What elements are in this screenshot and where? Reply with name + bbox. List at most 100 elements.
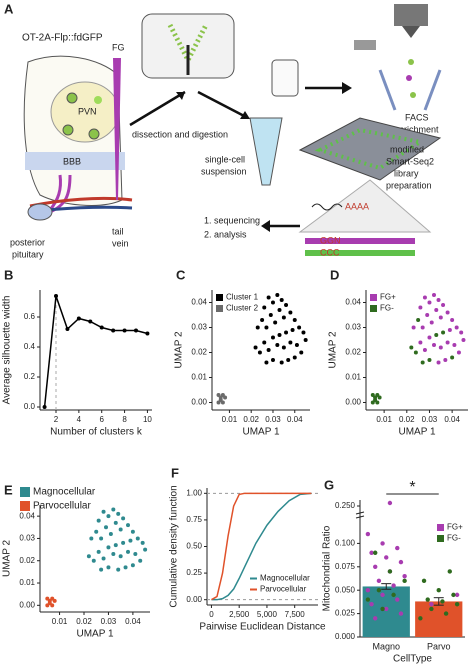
suspension-label: suspension [201, 166, 247, 176]
y-tick-label: 0.6 [24, 312, 36, 321]
point [135, 536, 140, 541]
pituitary [27, 203, 53, 221]
point [387, 569, 393, 574]
point [436, 588, 441, 593]
point [365, 588, 371, 593]
point [288, 340, 293, 345]
y-tick-label: 0.00 [19, 600, 35, 609]
point [395, 545, 400, 551]
point [99, 536, 104, 541]
point [111, 328, 116, 333]
axis-break [355, 511, 365, 515]
point [118, 527, 123, 532]
point [108, 531, 113, 536]
step-label: 1. sequencing [204, 215, 260, 225]
point [445, 340, 450, 345]
cell [62, 124, 74, 136]
point [266, 348, 271, 352]
point [432, 293, 436, 297]
point [126, 523, 130, 528]
deflector [378, 69, 397, 111]
x-tick-label: 2,500 [229, 610, 250, 619]
point [111, 507, 116, 512]
point [441, 303, 446, 307]
point [443, 611, 449, 616]
point [375, 400, 380, 405]
point [99, 325, 104, 330]
vein-label: tail [112, 226, 124, 236]
point [398, 611, 404, 616]
x-tick-label: 10 [143, 415, 152, 424]
polya-label: AAAA [345, 201, 369, 211]
y-axis-label: UMAP 2 [328, 331, 339, 368]
point [277, 308, 282, 312]
point [106, 514, 111, 519]
library-label: Smart-Seq2 [386, 156, 434, 166]
library-label: modified [390, 144, 424, 154]
y-tick-label: 0.00 [191, 398, 207, 407]
y-axis-label: UMAP 2 [174, 331, 185, 368]
point [99, 567, 104, 572]
y-tick-label: 0.03 [191, 323, 207, 332]
y-tick-label: 0.50 [186, 542, 202, 551]
x-tick-label: Magno [372, 641, 400, 651]
point [288, 310, 293, 315]
y-tick-label: 0.01 [19, 578, 35, 587]
point [411, 325, 416, 330]
point [130, 563, 135, 568]
step-label: 2. analysis [204, 229, 247, 239]
point [121, 516, 126, 521]
panel-letter: C [176, 267, 186, 282]
point [113, 520, 118, 525]
point [260, 318, 265, 322]
point [443, 358, 448, 362]
point [292, 355, 297, 360]
x-tick-label: 0.02 [399, 415, 415, 424]
y-tick-label: 0.075 [335, 562, 356, 571]
point [86, 554, 91, 559]
point [286, 358, 291, 362]
y-axis-label: Mitochondrial Ratio [322, 525, 333, 611]
ccc-label: CCC [320, 247, 340, 257]
x-tick-label: 0.03 [422, 415, 438, 424]
x-tick-label: 7,500 [285, 610, 306, 619]
fg-pipette [113, 58, 121, 200]
slice-cells [167, 23, 209, 66]
legend-label: Cluster 2 [226, 304, 259, 313]
x-tick-label: 0.01 [222, 415, 238, 424]
point [416, 318, 421, 322]
y-tick-label: 0.03 [19, 534, 35, 543]
point [451, 592, 456, 598]
point [299, 350, 304, 355]
x-tick-label: 6 [99, 415, 104, 424]
point [281, 315, 286, 320]
point [450, 318, 455, 322]
point [369, 550, 374, 555]
legend-swatch [20, 501, 30, 511]
point [452, 343, 457, 347]
library-label: library [394, 168, 419, 178]
point [270, 358, 275, 362]
zoom-region [298, 179, 432, 233]
x-tick-label: 0.04 [287, 415, 303, 424]
y-tick-label: 0.25 [186, 568, 202, 577]
line [43, 295, 148, 408]
point [301, 330, 306, 335]
point [409, 345, 414, 350]
point [369, 602, 374, 607]
point [143, 547, 148, 552]
point [52, 598, 57, 603]
y-tick-label: 0.2 [24, 372, 36, 381]
y-tick-label: 0.75 [186, 515, 202, 524]
point [273, 320, 278, 325]
panel-letter: F [171, 465, 179, 480]
point [290, 328, 295, 332]
arrowhead [261, 220, 270, 232]
point [438, 315, 443, 320]
bar [362, 586, 410, 637]
point [398, 559, 404, 565]
point [96, 549, 101, 554]
pvn-label: PVN [78, 106, 97, 116]
point [427, 358, 432, 362]
facs-machine [394, 4, 428, 26]
